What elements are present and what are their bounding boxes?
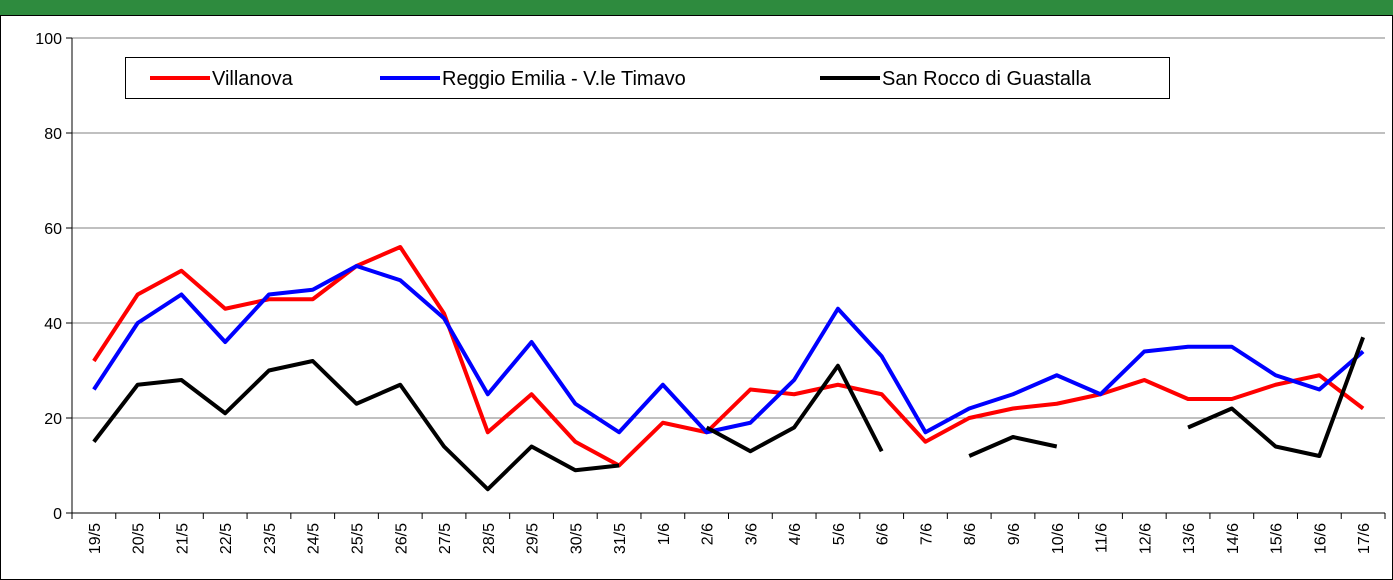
legend-label: San Rocco di Guastalla [882, 68, 1092, 90]
x-tick-label: 6/6 [875, 523, 892, 545]
x-tick-label: 19/5 [87, 523, 104, 554]
x-tick-label: 11/6 [1094, 523, 1111, 553]
title-bar [0, 0, 1393, 15]
y-tick-label: 40 [44, 316, 62, 333]
series-line [92, 359, 620, 492]
series-line [92, 264, 1365, 435]
x-tick-label: 25/5 [349, 523, 366, 554]
x-tick-label: 29/5 [525, 523, 542, 554]
x-tick-label: 28/5 [481, 523, 498, 554]
x-tick-label: 7/6 [918, 523, 935, 545]
x-tick-label: 10/6 [1050, 523, 1067, 554]
legend-items: Villanova Reggio Emilia - V.le Timavo San … [150, 68, 1092, 90]
x-tick-label: 31/5 [612, 523, 629, 554]
x-tick-label: 20/5 [131, 523, 148, 554]
x-tick-label: 14/6 [1225, 523, 1242, 554]
x-tick-label: 17/6 [1356, 523, 1373, 554]
series-line [705, 363, 884, 454]
x-tick-label: 2/6 [700, 523, 717, 545]
y-tick-label: 100 [35, 31, 62, 48]
x-tick-label: 22/5 [218, 523, 235, 554]
x-tick-label: 16/6 [1312, 523, 1329, 554]
x-tick-label: 12/6 [1137, 523, 1154, 554]
chart-frame [0, 15, 1393, 580]
x-tick-label: 15/6 [1269, 523, 1286, 554]
x-tick-label: 26/5 [393, 523, 410, 554]
x-tick-label: 23/5 [262, 523, 279, 554]
series-line [92, 245, 1365, 468]
y-tick-label: 60 [44, 221, 62, 238]
series-line [968, 435, 1058, 458]
series-line [1187, 336, 1365, 458]
x-tick-label: 13/6 [1181, 523, 1198, 554]
legend-label: Reggio Emilia - V.le Timavo [442, 68, 686, 90]
legend [125, 57, 1170, 99]
x-tick-label: 30/5 [568, 523, 585, 554]
y-tick-label: 0 [53, 506, 62, 523]
x-tick-label: 27/5 [437, 523, 454, 554]
x-tick-label: 5/6 [831, 523, 848, 545]
x-tick-label: 9/6 [1006, 523, 1023, 545]
x-tick-label: 3/6 [743, 523, 760, 545]
x-tick-label: 4/6 [787, 523, 804, 545]
x-tick-label: 21/5 [174, 523, 191, 554]
plot: 0 20 40 60 80 100 19/5 20/5 21/5 22/5 23/5 24/5 25/5… [35, 31, 1386, 554]
x-tick-label: 8/6 [962, 523, 979, 545]
y-tick-label: 20 [44, 411, 62, 428]
legend-label: Villanova [212, 68, 294, 90]
y-tick-label: 80 [44, 126, 62, 143]
x-tick-label: 24/5 [306, 523, 323, 554]
x-tick-label: 1/6 [656, 523, 673, 545]
